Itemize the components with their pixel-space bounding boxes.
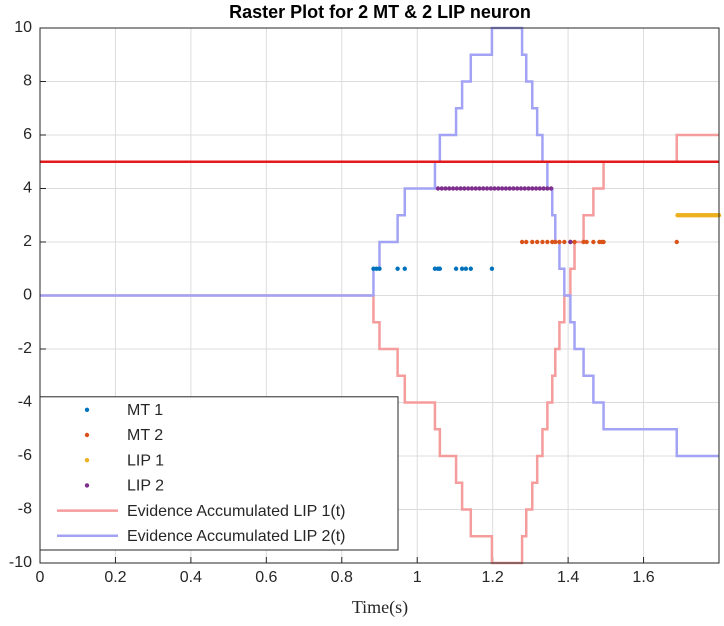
- y-tick-label: -8: [18, 501, 32, 518]
- spike-dot: [463, 266, 469, 271]
- spike-dot: [674, 239, 679, 245]
- spike-dot: [545, 186, 550, 191]
- spike-dot: [511, 186, 516, 191]
- x-tick-label: 0.8: [331, 569, 353, 586]
- y-tick-label: 8: [23, 73, 32, 90]
- spike-dot: [557, 239, 562, 245]
- spike-dot: [453, 266, 459, 271]
- spike-dot: [477, 186, 482, 191]
- y-tick-label: 6: [23, 126, 32, 143]
- spike-dot: [481, 186, 486, 191]
- spike-dot: [548, 186, 554, 191]
- spike-dot: [507, 186, 512, 191]
- y-tick-label: -2: [18, 340, 32, 357]
- legend-marker: [84, 458, 90, 463]
- spike-dot: [492, 186, 497, 191]
- x-tick-label: 0.2: [104, 569, 126, 586]
- spike-dot: [584, 239, 589, 245]
- legend-label: Evidence Accumulated LIP 1(t): [127, 503, 346, 520]
- legend-label: Evidence Accumulated LIP 2(t): [127, 528, 346, 545]
- legend-box: [39, 396, 399, 551]
- legend-label: LIP 2: [127, 478, 164, 495]
- x-tick-label: 0.6: [255, 569, 277, 586]
- spike-dot: [437, 266, 443, 271]
- spike-dot: [581, 239, 586, 245]
- y-tick-label: 4: [23, 180, 32, 197]
- spike-dot: [402, 266, 407, 271]
- spike-dot: [443, 186, 448, 191]
- spike-dot: [459, 266, 465, 271]
- x-tick-label: 1.4: [557, 569, 579, 586]
- spike-dot: [454, 186, 460, 191]
- spike-dot: [537, 186, 543, 191]
- y-tick-label: 2: [23, 233, 32, 250]
- legend-marker: [84, 407, 90, 412]
- spike-dot: [469, 186, 475, 191]
- spike-dot: [541, 186, 546, 191]
- spike-dot: [462, 186, 467, 191]
- y-tick-label: -10: [9, 554, 32, 571]
- spike-dot: [503, 186, 509, 191]
- spike-dot: [499, 186, 505, 191]
- x-tick-label: 1.6: [632, 569, 654, 586]
- spike-dot: [530, 239, 535, 245]
- spike-dot: [432, 266, 438, 271]
- legend-label: LIP 1: [127, 452, 164, 469]
- spike-dot: [374, 266, 379, 271]
- x-axis-label: Time(s): [352, 597, 408, 618]
- spike-dot: [439, 186, 444, 191]
- x-tick-label: 0: [36, 569, 45, 586]
- axes-box: [39, 27, 720, 564]
- legend-label: MT 1: [127, 402, 163, 419]
- spike-dot: [473, 186, 478, 191]
- spike-dot: [545, 239, 550, 245]
- spike-dot: [435, 186, 441, 191]
- spike-dot: [447, 186, 452, 191]
- spike-dot: [518, 186, 524, 191]
- spike-dot: [522, 186, 527, 191]
- spike-dot: [450, 186, 456, 191]
- y-tick-label: -4: [18, 394, 32, 411]
- spike-dot: [550, 239, 555, 245]
- spike-dot: [377, 266, 382, 271]
- x-tick-label: 0.4: [180, 569, 202, 586]
- spike-dot: [534, 239, 540, 245]
- x-tick-label: 1.2: [482, 569, 504, 586]
- y-tick-label: 0: [23, 287, 32, 304]
- spike-dot: [553, 239, 558, 245]
- spike-dot: [591, 239, 596, 245]
- spike-dot: [601, 239, 606, 245]
- spike-dot: [489, 266, 495, 271]
- spike-dot: [371, 266, 376, 271]
- spike-dot: [533, 186, 539, 191]
- y-tick-label: 10: [14, 19, 32, 36]
- spike-dot: [524, 239, 529, 245]
- spike-dot: [519, 239, 525, 245]
- spike-dot: [540, 239, 545, 245]
- legend-marker: [84, 432, 90, 438]
- spike-dot: [488, 186, 493, 191]
- spike-dot: [568, 239, 573, 245]
- spike-dot: [530, 186, 535, 191]
- spike-dot: [484, 186, 490, 191]
- legend-marker: [84, 483, 90, 488]
- spike-dot: [395, 266, 400, 271]
- spike-dot: [496, 186, 501, 191]
- x-tick-label: 1: [413, 569, 422, 586]
- legend-label: MT 2: [127, 427, 163, 444]
- spike-dot: [562, 239, 567, 245]
- y-tick-label: -6: [18, 447, 32, 464]
- spike-dot: [458, 186, 463, 191]
- chart-title: Raster Plot for 2 MT & 2 LIP neuron: [229, 2, 531, 22]
- spike-dot: [468, 266, 473, 271]
- spike-dot: [465, 186, 471, 191]
- spike-dot: [514, 186, 520, 191]
- spike-dot: [526, 186, 531, 191]
- spike-dot: [572, 239, 577, 245]
- evidence-line: [40, 26, 719, 458]
